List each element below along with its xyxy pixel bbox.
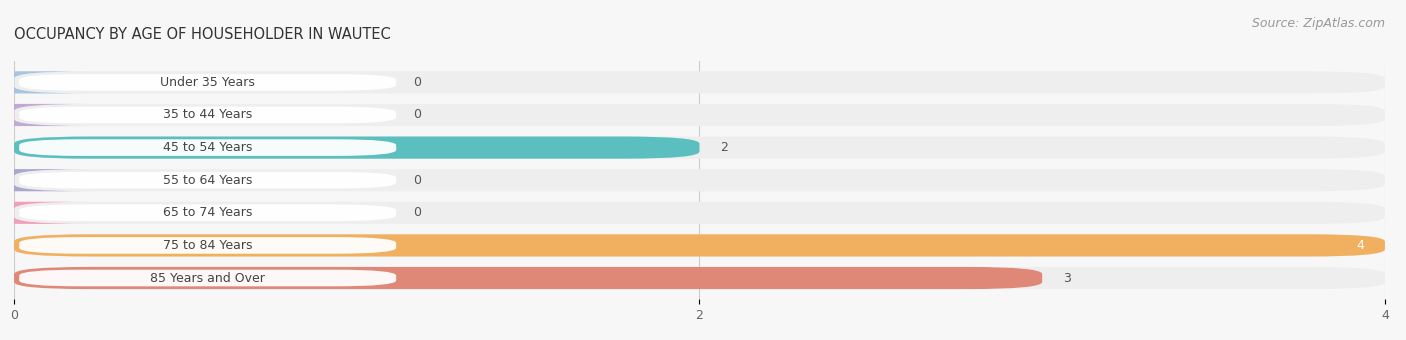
FancyBboxPatch shape xyxy=(14,137,1385,159)
Text: 45 to 54 Years: 45 to 54 Years xyxy=(163,141,253,154)
FancyBboxPatch shape xyxy=(14,234,1385,256)
FancyBboxPatch shape xyxy=(20,204,396,221)
FancyBboxPatch shape xyxy=(20,237,396,254)
Text: 65 to 74 Years: 65 to 74 Years xyxy=(163,206,253,219)
FancyBboxPatch shape xyxy=(20,270,396,286)
FancyBboxPatch shape xyxy=(14,71,1385,94)
FancyBboxPatch shape xyxy=(20,139,396,156)
FancyBboxPatch shape xyxy=(20,74,396,91)
FancyBboxPatch shape xyxy=(20,107,396,123)
FancyBboxPatch shape xyxy=(14,234,1385,256)
Text: 0: 0 xyxy=(413,108,422,121)
Text: 0: 0 xyxy=(413,206,422,219)
FancyBboxPatch shape xyxy=(14,202,1385,224)
Text: 85 Years and Over: 85 Years and Over xyxy=(150,272,266,285)
FancyBboxPatch shape xyxy=(14,169,1385,191)
Text: 35 to 44 Years: 35 to 44 Years xyxy=(163,108,252,121)
Text: 3: 3 xyxy=(1063,272,1070,285)
Text: 4: 4 xyxy=(1357,239,1364,252)
FancyBboxPatch shape xyxy=(0,104,90,126)
Text: Source: ZipAtlas.com: Source: ZipAtlas.com xyxy=(1251,17,1385,30)
Text: OCCUPANCY BY AGE OF HOUSEHOLDER IN WAUTEC: OCCUPANCY BY AGE OF HOUSEHOLDER IN WAUTE… xyxy=(14,27,391,42)
Text: 0: 0 xyxy=(413,174,422,187)
FancyBboxPatch shape xyxy=(14,267,1385,289)
FancyBboxPatch shape xyxy=(14,104,1385,126)
Text: Under 35 Years: Under 35 Years xyxy=(160,76,254,89)
FancyBboxPatch shape xyxy=(0,71,90,94)
FancyBboxPatch shape xyxy=(0,169,90,191)
FancyBboxPatch shape xyxy=(0,202,90,224)
FancyBboxPatch shape xyxy=(14,137,700,159)
Text: 55 to 64 Years: 55 to 64 Years xyxy=(163,174,253,187)
Text: 75 to 84 Years: 75 to 84 Years xyxy=(163,239,253,252)
FancyBboxPatch shape xyxy=(14,267,1042,289)
FancyBboxPatch shape xyxy=(20,172,396,188)
Text: 0: 0 xyxy=(413,76,422,89)
Text: 2: 2 xyxy=(720,141,728,154)
